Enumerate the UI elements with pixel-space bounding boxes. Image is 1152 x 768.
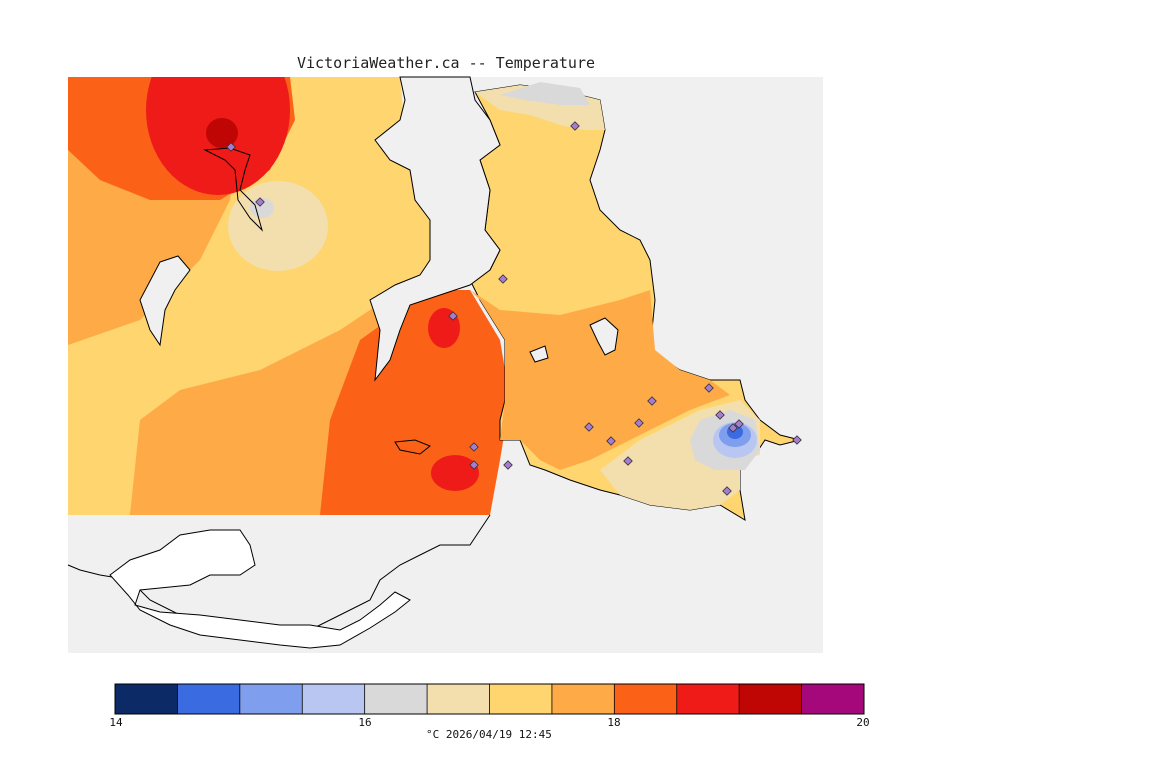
station-marker[interactable]	[503, 460, 513, 470]
station-marker[interactable]	[734, 419, 744, 429]
lake	[394, 439, 431, 455]
station-marker[interactable]	[255, 197, 265, 207]
lake	[139, 255, 191, 347]
legend-swatch	[614, 684, 678, 714]
legend-tick-14: 14	[109, 716, 123, 729]
station-marker[interactable]	[498, 274, 508, 284]
station-marker[interactable]	[728, 423, 738, 433]
east-band-17-5	[470, 290, 730, 470]
station-marker[interactable]	[623, 456, 633, 466]
lake	[203, 147, 263, 232]
contour-band-19-5	[206, 118, 238, 148]
station-marker[interactable]	[469, 442, 479, 452]
station-marker[interactable]	[570, 121, 580, 131]
legend-tick-20: 20	[856, 716, 870, 729]
station-marker[interactable]	[715, 410, 725, 420]
weather-stations	[226, 121, 802, 496]
legend-tick-16: 16	[358, 716, 372, 729]
contour-band-17-5-b	[130, 320, 360, 515]
station-marker[interactable]	[448, 311, 458, 321]
station-marker[interactable]	[634, 418, 644, 428]
station-marker[interactable]	[722, 486, 732, 496]
north-band-16	[500, 82, 590, 105]
legend-swatch	[302, 684, 366, 714]
legend-swatch	[551, 684, 615, 714]
legend-swatches	[115, 684, 865, 714]
contour-band-19-d	[431, 455, 479, 491]
lake	[529, 345, 549, 363]
contour-band-19	[146, 77, 290, 195]
legend-caption: °C 2026/04/19 12:45	[426, 728, 552, 741]
contour-band-16	[250, 198, 274, 218]
island-coast	[109, 529, 411, 649]
legend-tick-18: 18	[607, 716, 621, 729]
legend-swatch	[239, 684, 303, 714]
legend-swatch	[427, 684, 490, 714]
legend-swatch	[364, 684, 428, 714]
station-marker[interactable]	[792, 435, 802, 445]
legend-swatch	[177, 684, 241, 714]
station-marker[interactable]	[584, 422, 594, 432]
contour-band-17	[68, 77, 440, 515]
legend-swatch	[489, 684, 553, 714]
station-marker[interactable]	[704, 383, 714, 393]
station-marker[interactable]	[606, 436, 616, 446]
station-marker[interactable]	[647, 396, 657, 406]
legend-swatch	[801, 684, 865, 714]
station-marker[interactable]	[226, 142, 236, 152]
map-title: VictoriaWeather.ca -- Temperature	[297, 54, 596, 72]
lake	[589, 317, 619, 356]
station-marker[interactable]	[469, 460, 479, 470]
coastline	[369, 76, 501, 382]
legend-swatch	[739, 684, 803, 714]
legend-swatch	[115, 684, 178, 714]
legend-swatch	[676, 684, 740, 714]
legend-frame	[114, 683, 865, 715]
